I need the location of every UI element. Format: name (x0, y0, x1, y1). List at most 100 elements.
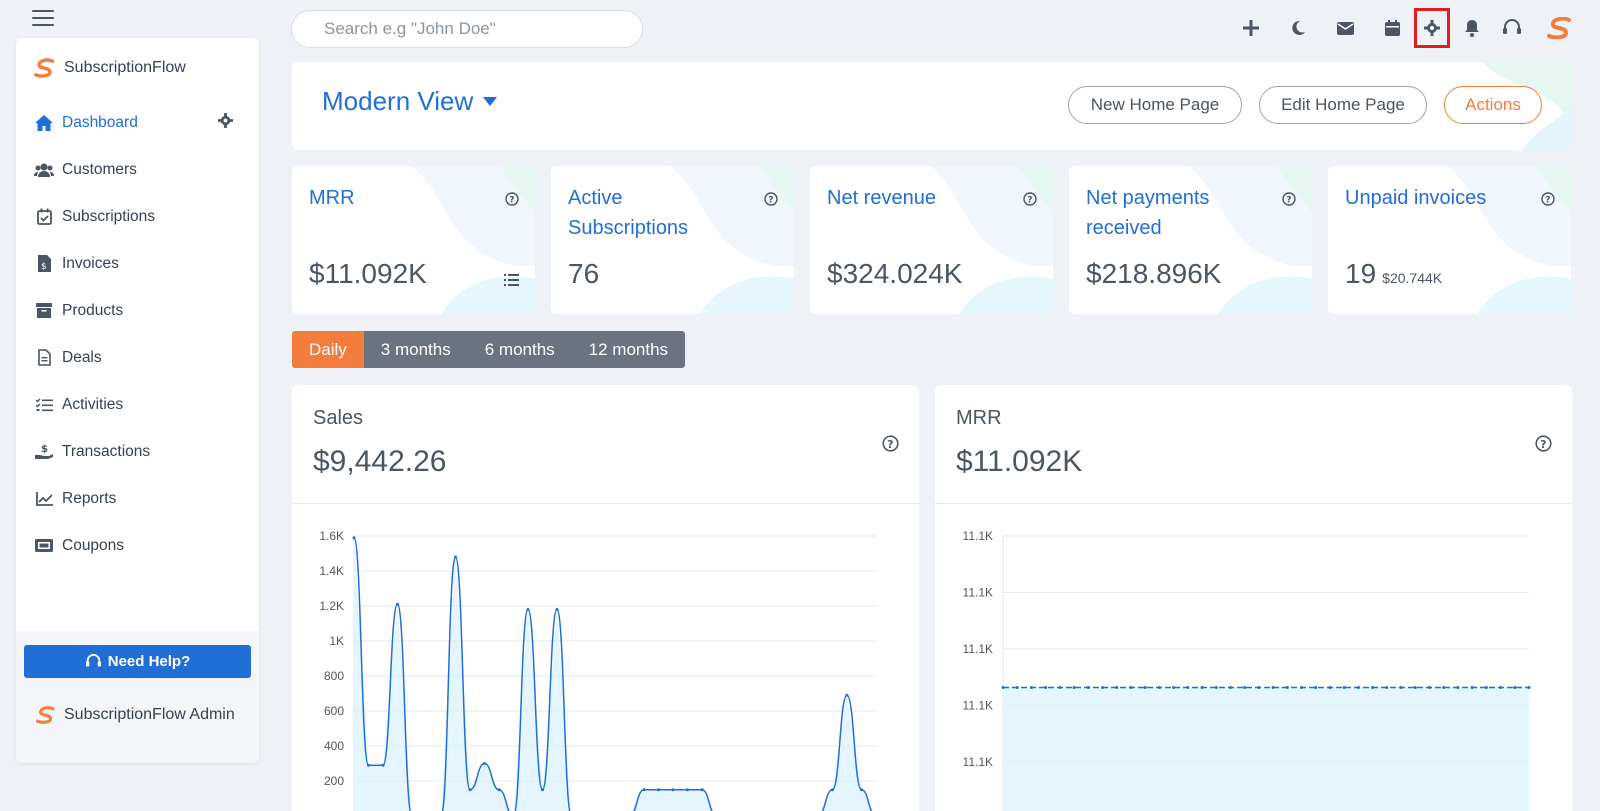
help-circle-icon[interactable]: ? (505, 192, 519, 211)
headset-icon (85, 654, 101, 667)
kpi-card-net-payments[interactable]: Net payments received ? $218.896K (1069, 166, 1312, 314)
invoice-icon: $ (34, 254, 54, 274)
data-point (657, 788, 660, 792)
sidebar-item-transactions[interactable]: $ Transactions (16, 428, 259, 475)
plus-icon[interactable] (1233, 8, 1269, 48)
period-tabs: Daily 3 months 6 months 12 months (292, 331, 686, 368)
need-help-button[interactable]: Need Help? (24, 645, 251, 678)
headset-icon[interactable] (1494, 8, 1530, 48)
data-point (1001, 685, 1005, 689)
calendar-check-icon (34, 207, 54, 227)
svg-text:?: ? (1286, 196, 1291, 206)
ticket-icon (34, 536, 54, 556)
y-tick-label: 11.1K (963, 699, 993, 713)
data-point (1399, 685, 1403, 689)
data-point (1456, 685, 1460, 689)
hamburger-menu-icon[interactable] (32, 10, 54, 26)
help-circle-icon[interactable]: ? (1023, 192, 1037, 211)
search-input[interactable] (291, 10, 643, 48)
data-point (1101, 685, 1105, 689)
data-point (454, 555, 457, 559)
dashboard-settings-icon[interactable] (218, 113, 233, 133)
sales-chart: 1.6K 1.4K 1.2K 1K 800 600 400 200 (319, 529, 876, 811)
sidebar-item-subscriptions[interactable]: Subscriptions (16, 193, 259, 240)
help-circle-icon[interactable]: ? (1282, 192, 1296, 211)
sidebar-item-label: Coupons (62, 536, 125, 554)
kpi-card-unpaid-invoices[interactable]: Unpaid invoices ? 19 $20.744K (1328, 166, 1571, 314)
y-tick-label: 11.1K (963, 529, 993, 543)
admin-profile[interactable]: SubscriptionFlow Admin (36, 706, 235, 724)
sidebar-item-dashboard[interactable]: Dashboard (16, 99, 259, 146)
kpi-card-active-subscriptions[interactable]: Active Subscriptions ? 76 (551, 166, 794, 314)
y-tick-label: 1.6K (319, 529, 344, 543)
y-tick-label: 800 (324, 669, 344, 683)
y-tick-label: 11.1K (963, 586, 993, 600)
data-point (1172, 685, 1176, 689)
edit-home-page-button[interactable]: Edit Home Page (1259, 86, 1427, 124)
actions-button[interactable]: Actions (1444, 86, 1542, 124)
calendar-icon[interactable] (1374, 8, 1410, 48)
settings-icon[interactable] (1414, 8, 1450, 48)
series-line (353, 537, 873, 811)
sidebar-item-products[interactable]: Products (16, 287, 259, 334)
brand-logo-icon (34, 58, 55, 78)
line-chart-icon (34, 489, 54, 509)
moon-icon[interactable] (1280, 8, 1316, 48)
y-tick-label: 11.1K (963, 755, 993, 769)
tab-6-months[interactable]: 6 months (467, 331, 572, 368)
kpi-value: $324.024K (827, 258, 963, 289)
sidebar-item-customers[interactable]: Customers (16, 146, 259, 193)
data-point (1044, 685, 1048, 689)
kpi-card-net-revenue[interactable]: Net revenue ? $324.024K (810, 166, 1053, 314)
brand-logo-icon[interactable] (1542, 8, 1578, 48)
decorative-wave (1482, 62, 1572, 150)
mail-icon[interactable] (1327, 8, 1363, 48)
data-point (1470, 685, 1474, 689)
data-point (686, 788, 689, 792)
chart-value: $9,442.26 (313, 445, 447, 478)
sidebar-item-label: Dashboard (62, 113, 138, 131)
data-point (700, 788, 704, 792)
tab-3-months[interactable]: 3 months (363, 331, 468, 368)
data-point (1385, 685, 1389, 689)
sidebar-footer: Need Help? SubscriptionFlow Admin (16, 631, 259, 763)
sidebar-item-deals[interactable]: Deals (16, 334, 259, 381)
decorative-wave (1446, 166, 1571, 314)
data-point (1527, 685, 1531, 689)
tab-12-months[interactable]: 12 months (571, 331, 686, 368)
sidebar-item-reports[interactable]: Reports (16, 475, 259, 522)
help-circle-icon[interactable]: ? (764, 192, 778, 211)
kpi-value: 76 (568, 258, 600, 289)
sidebar-item-invoices[interactable]: $ Invoices (16, 240, 259, 287)
home-icon (34, 113, 54, 133)
data-point (1442, 685, 1446, 689)
tab-daily[interactable]: Daily (292, 331, 364, 368)
sidebar: SubscriptionFlow Dashboard Customers Sub… (16, 38, 259, 763)
kpi-value: $218.896K (1086, 258, 1222, 289)
data-point (1499, 685, 1503, 689)
y-tick-label: 1.4K (319, 564, 344, 578)
data-point (1314, 685, 1318, 689)
data-point (1484, 685, 1488, 689)
divider (292, 503, 919, 504)
new-home-page-button[interactable]: New Home Page (1068, 86, 1242, 124)
svg-text:$: $ (41, 262, 47, 272)
sidebar-item-coupons[interactable]: Coupons (16, 522, 259, 569)
data-point (845, 693, 849, 697)
svg-text:?: ? (509, 196, 514, 206)
help-circle-icon[interactable]: ? (1535, 435, 1552, 457)
y-tick-label: 1K (329, 634, 344, 648)
data-point (541, 788, 544, 792)
kpi-card-mrr[interactable]: MRR ? $11.092K (292, 166, 535, 314)
view-title: Modern View (322, 86, 474, 116)
hand-dollar-icon: $ (34, 442, 54, 462)
bell-icon[interactable] (1454, 8, 1490, 48)
view-selector[interactable]: Modern View (322, 86, 498, 117)
sidebar-item-activities[interactable]: Activities (16, 381, 259, 428)
chart-title: Sales (313, 407, 364, 429)
list-icon[interactable] (504, 273, 519, 291)
help-circle-icon[interactable]: ? (1541, 192, 1555, 211)
help-circle-icon[interactable]: ? (882, 435, 899, 457)
kpi-title: MRR (309, 187, 355, 209)
sidebar-brand[interactable]: SubscriptionFlow (34, 58, 186, 78)
